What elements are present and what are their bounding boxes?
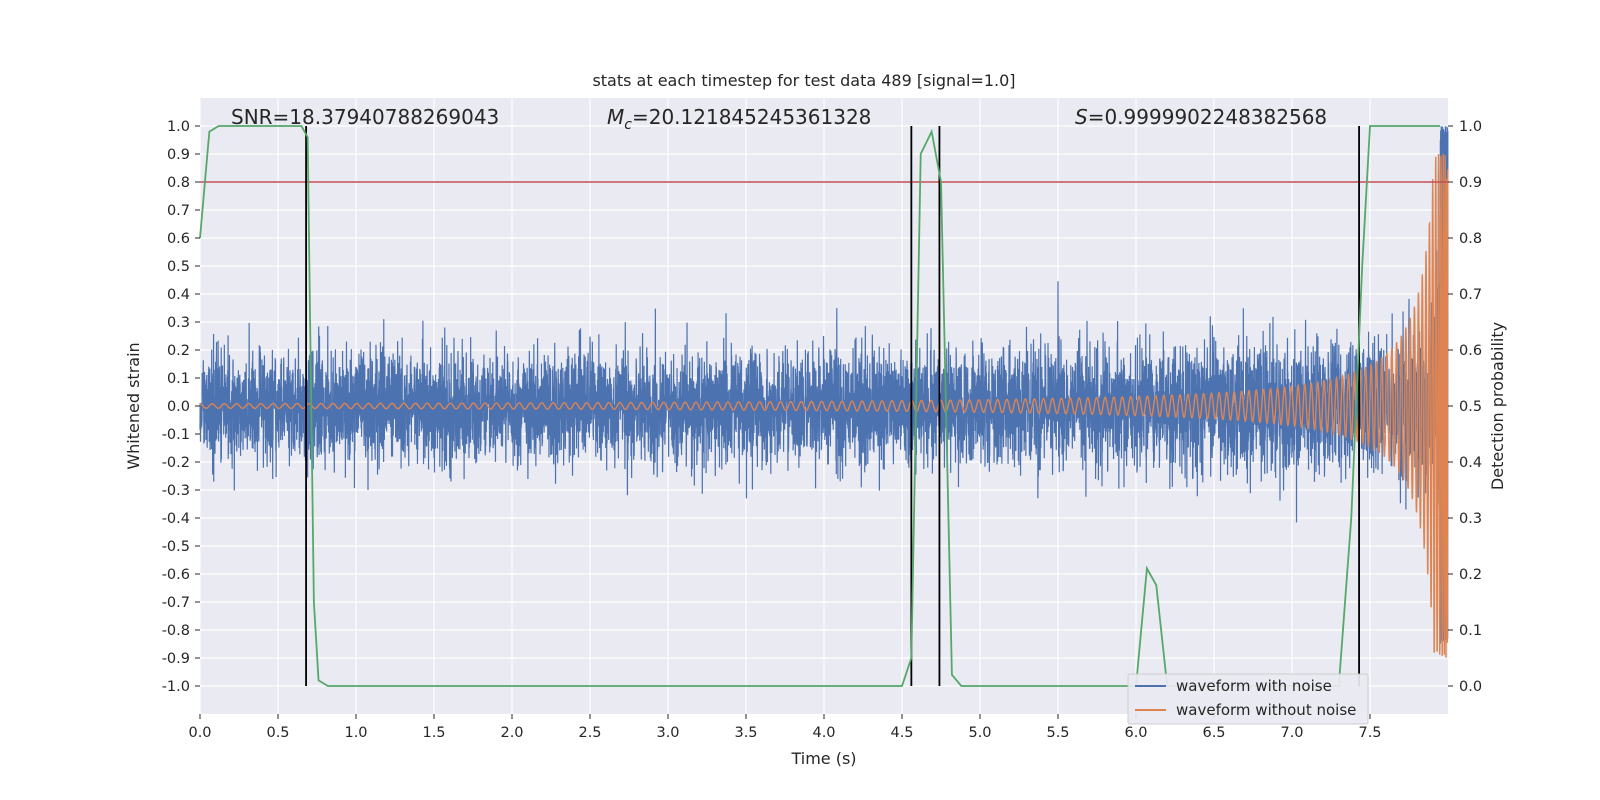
x-tick-label: 0.5 <box>266 725 289 741</box>
y-tick-label: -0.6 <box>162 567 190 583</box>
x-tick-label: 6.0 <box>1124 725 1147 741</box>
x-tick-label: 7.0 <box>1280 725 1303 741</box>
y-tick-label: 0.6 <box>167 231 190 247</box>
chirp-mass-symbol: M <box>607 105 624 129</box>
y-tick-label: -0.8 <box>162 623 190 639</box>
score-value: =0.9999902248382568 <box>1088 105 1327 129</box>
y2-tick-label: 0.4 <box>1459 455 1482 471</box>
y2-tick-label: 0.5 <box>1459 399 1482 415</box>
legend: waveform with noise waveform without noi… <box>1127 673 1369 725</box>
y2-tick-label: 0.9 <box>1459 175 1482 191</box>
y-tick-label: -0.5 <box>162 539 190 555</box>
x-tick-label: 3.5 <box>734 725 757 741</box>
x-axis-label: Time (s) <box>790 749 856 768</box>
x-tick-label: 1.0 <box>344 725 367 741</box>
legend-box <box>1127 673 1369 725</box>
y-tick-label: -1.0 <box>162 679 190 695</box>
snr-annotation: SNR=18.37940788269043 <box>231 105 499 129</box>
y-tick-label: -0.4 <box>162 511 190 527</box>
y2-tick-label: 0.6 <box>1459 343 1482 359</box>
y-tick-label: -0.9 <box>162 651 190 667</box>
series-line-without-noise <box>199 154 1449 658</box>
y2-tick-label: 1.0 <box>1459 119 1482 135</box>
x-tick-label: 4.5 <box>890 725 913 741</box>
chirp-mass-annotation: Mc=20.121845245361328 <box>607 105 871 133</box>
score-annotation: S=0.9999902248382568 <box>1075 105 1327 129</box>
y-tick-label: 0.3 <box>167 315 190 331</box>
y2-tick-label: 0.1 <box>1459 623 1482 639</box>
y2-tick-label: 0.3 <box>1459 511 1482 527</box>
legend-label-noise: waveform with noise <box>1176 677 1332 695</box>
y-tick-label: 0.9 <box>167 147 190 163</box>
y-axis-ticks: 1.0 0.9 0.8 0.7 0.6 0.5 0.4 0.3 0.2 0.1 0.0 -0.1 -0.… <box>162 119 200 695</box>
x-axis-ticks: 0.0 0.5 1.0 1.5 2.0 2.5 3.0 3.5 4.0 4.5 5.0 5.5 6.0 6… <box>188 714 1382 741</box>
y-tick-label: -0.2 <box>162 455 190 471</box>
y-tick-label: -0.7 <box>162 595 190 611</box>
y2-tick-label: 0.7 <box>1459 287 1482 303</box>
y-tick-label: 1.0 <box>167 119 190 135</box>
y2-tick-label: 0.8 <box>1459 231 1482 247</box>
x-tick-label: 7.5 <box>1358 725 1381 741</box>
y2-axis-ticks: 1.0 0.9 0.8 0.7 0.6 0.5 0.4 0.3 0.2 0.1 0.0 <box>1448 119 1482 695</box>
x-tick-label: 5.0 <box>968 725 991 741</box>
y-tick-label: -0.1 <box>162 427 190 443</box>
chirp-mass-value: =20.121845245361328 <box>632 105 871 129</box>
x-tick-label: 6.5 <box>1202 725 1225 741</box>
y-tick-label: 0.5 <box>167 259 190 275</box>
x-tick-label: 5.5 <box>1046 725 1069 741</box>
y-tick-label: 0.8 <box>167 175 190 191</box>
y2-tick-label: 0.2 <box>1459 567 1482 583</box>
y-tick-label: 0.4 <box>167 287 190 303</box>
x-tick-label: 4.0 <box>812 725 835 741</box>
x-tick-label: 1.5 <box>422 725 445 741</box>
y-tick-label: 0.1 <box>167 371 190 387</box>
x-tick-label: 2.5 <box>578 725 601 741</box>
legend-label-clean: waveform without noise <box>1176 701 1356 719</box>
x-tick-label: 0.0 <box>188 725 211 741</box>
x-tick-label: 3.0 <box>656 725 679 741</box>
chart-title: stats at each timestep for test data 489… <box>592 71 1015 90</box>
y2-tick-label: 0.0 <box>1459 679 1482 695</box>
series-waveform-without-noise <box>199 154 1449 658</box>
y-axis-label: Whitened strain <box>124 342 143 469</box>
x-tick-label: 2.0 <box>500 725 523 741</box>
y-tick-label: 0.7 <box>167 203 190 219</box>
score-symbol: S <box>1075 105 1088 129</box>
y-tick-label: 0.2 <box>167 343 190 359</box>
y2-axis-label: Detection probability <box>1488 322 1507 490</box>
y-tick-label: -0.3 <box>162 483 190 499</box>
chirp-mass-subscript: c <box>624 117 632 133</box>
y-tick-label: 0.0 <box>167 399 190 415</box>
